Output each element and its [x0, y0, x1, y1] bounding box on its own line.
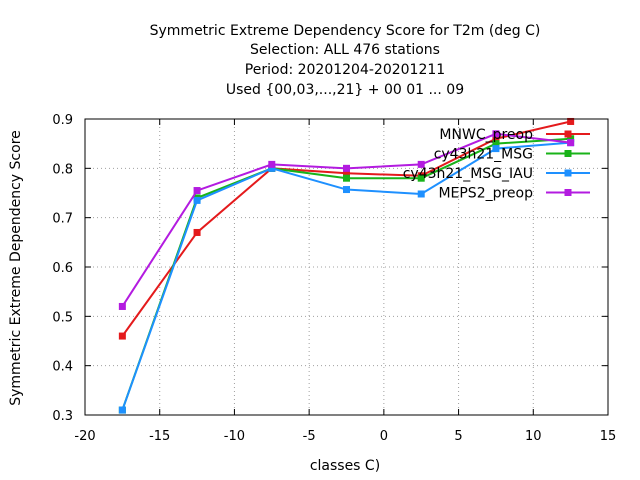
data-point	[567, 135, 575, 143]
grid-lines	[85, 119, 608, 415]
data-point	[417, 174, 425, 182]
legend-label: MEPS2_preop	[438, 186, 533, 202]
title-line-3: Period: 20201204-20201211	[245, 62, 445, 78]
data-point	[567, 117, 575, 125]
legend-item: cy43h21_MSG_IAU	[403, 166, 590, 182]
data-series	[118, 117, 575, 414]
data-point	[118, 406, 126, 414]
y-tick-label: 0.7	[52, 212, 73, 227]
x-tick-label: 0	[380, 429, 388, 444]
legend-marker	[564, 150, 572, 157]
data-point	[343, 174, 350, 182]
title-line-4: Used {00,03,...,21} + 00 01 ... 09	[226, 82, 464, 98]
legend: MNWC_preop cy43h21_MSG cy43h21_MSG_IAU MEPS…	[403, 127, 590, 202]
axis-ticks: -20 -15 -10 -5 0 5 10 15 0.3 0.4 0.5 0.6 0.7 0.8 0.9	[52, 113, 616, 444]
x-tick-label: 5	[454, 429, 462, 444]
x-tick-label: 15	[600, 429, 617, 444]
y-tick-label: 0.8	[52, 162, 73, 177]
y-tick-label: 0.9	[52, 113, 73, 128]
data-point	[492, 140, 500, 148]
legend-item: cy43h21_MSG	[434, 147, 590, 163]
data-point	[343, 164, 350, 172]
data-point	[567, 139, 575, 147]
legend-marker	[564, 169, 572, 177]
data-point	[417, 160, 425, 168]
data-point	[268, 160, 276, 168]
title-line-2: Selection: ALL 476 stations	[250, 42, 440, 58]
y-tick-label: 0.4	[52, 360, 73, 375]
legend-label: MNWC_preop	[439, 127, 533, 143]
legend-label: cy43h21_MSG_IAU	[403, 166, 533, 182]
y-tick-label: 0.6	[52, 261, 73, 276]
data-point	[193, 196, 201, 204]
x-tick-label: 10	[525, 429, 542, 444]
data-point	[193, 228, 201, 236]
data-point	[417, 190, 425, 198]
data-point	[492, 135, 500, 143]
x-tick-label: -10	[224, 429, 245, 444]
legend-marker	[564, 189, 572, 196]
data-point	[343, 169, 350, 177]
legend-item: MEPS2_preop	[438, 186, 590, 202]
plot-frame	[84, 118, 609, 416]
series-MEPS2_preop	[118, 130, 575, 310]
x-tick-label: -5	[303, 429, 316, 444]
x-tick-label: -15	[149, 429, 170, 444]
y-tick-label: 0.5	[52, 310, 73, 325]
data-point	[118, 302, 126, 310]
y-tick-label: 0.3	[52, 409, 73, 424]
data-point	[492, 145, 500, 153]
y-axis-label: Symmetric Extreme Dependency Score	[8, 130, 24, 406]
data-point	[492, 130, 500, 138]
data-point	[118, 332, 126, 340]
legend-marker	[564, 130, 572, 138]
data-point	[343, 186, 350, 194]
legend-item: MNWC_preop	[439, 127, 590, 143]
data-point	[268, 164, 276, 172]
x-axis-label: classes C)	[310, 458, 380, 474]
x-tick-label: -20	[74, 429, 95, 444]
chart-title: Symmetric Extreme Dependency Score for T…	[150, 23, 541, 98]
title-line-1: Symmetric Extreme Dependency Score for T…	[150, 23, 541, 39]
legend-label: cy43h21_MSG	[434, 147, 533, 163]
data-point	[193, 187, 201, 195]
series-line	[121, 141, 571, 411]
